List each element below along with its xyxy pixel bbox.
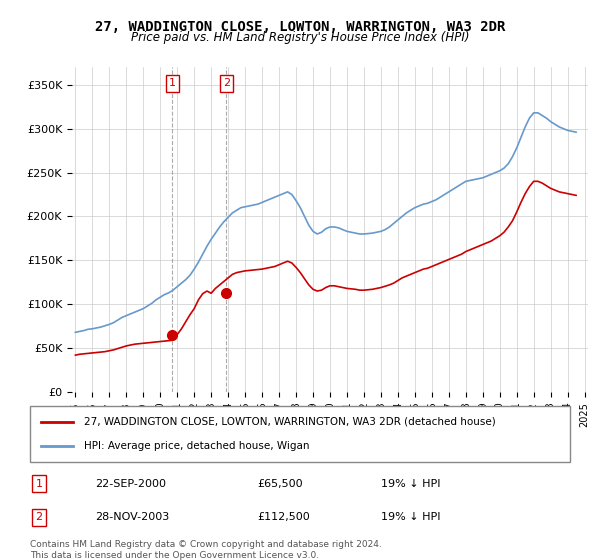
Text: 2: 2 [35, 512, 43, 522]
Text: 1: 1 [35, 479, 43, 489]
Text: 1: 1 [169, 78, 176, 88]
Text: 27, WADDINGTON CLOSE, LOWTON, WARRINGTON, WA3 2DR (detached house): 27, WADDINGTON CLOSE, LOWTON, WARRINGTON… [84, 417, 496, 427]
Text: 2: 2 [223, 78, 230, 88]
Text: HPI: Average price, detached house, Wigan: HPI: Average price, detached house, Wiga… [84, 441, 310, 451]
Text: £112,500: £112,500 [257, 512, 310, 522]
Text: Contains HM Land Registry data © Crown copyright and database right 2024.
This d: Contains HM Land Registry data © Crown c… [30, 540, 382, 560]
Text: 19% ↓ HPI: 19% ↓ HPI [381, 512, 440, 522]
Text: 19% ↓ HPI: 19% ↓ HPI [381, 479, 440, 489]
Text: 27, WADDINGTON CLOSE, LOWTON, WARRINGTON, WA3 2DR: 27, WADDINGTON CLOSE, LOWTON, WARRINGTON… [95, 20, 505, 34]
Text: 28-NOV-2003: 28-NOV-2003 [95, 512, 169, 522]
FancyBboxPatch shape [30, 406, 570, 462]
Text: Price paid vs. HM Land Registry's House Price Index (HPI): Price paid vs. HM Land Registry's House … [131, 31, 469, 44]
Text: 22-SEP-2000: 22-SEP-2000 [95, 479, 166, 489]
Text: £65,500: £65,500 [257, 479, 302, 489]
